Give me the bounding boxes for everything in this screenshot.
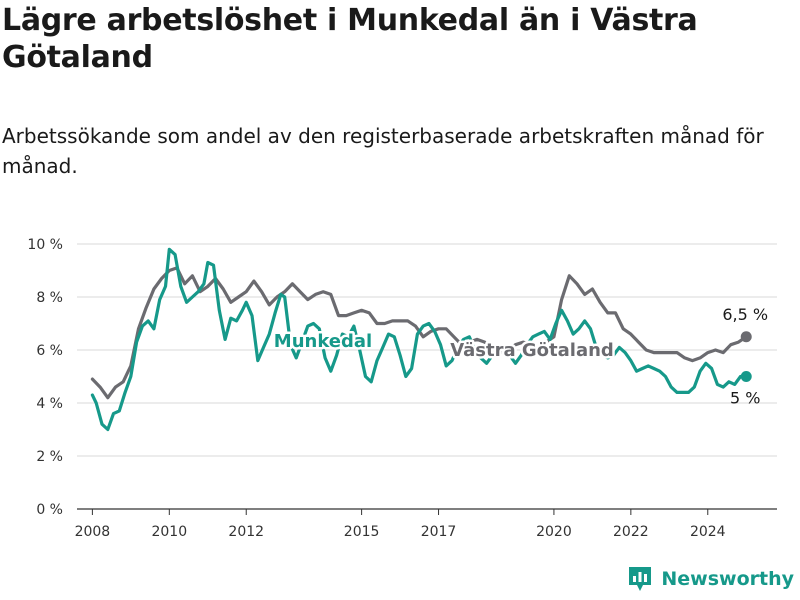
axis-layer: 0 % 2 % 4 % 6 % 8 % 10 % 2008 2010 2012 2015 2017 2…: [27, 237, 777, 540]
x-tick-label: 2022: [613, 524, 649, 540]
brand-name: Newsworthy: [661, 568, 794, 590]
series-end-marker-västra-götaland: [741, 331, 752, 342]
y-tick-label: 4 %: [36, 396, 63, 412]
x-tick-label: 2015: [344, 524, 380, 540]
series-label-munkedal: Munkedal: [274, 331, 372, 352]
x-tick-label: 2008: [75, 524, 111, 540]
y-tick-label: 8 %: [36, 290, 63, 306]
x-tick-label: 2020: [536, 524, 572, 540]
x-tick-label: 2017: [421, 524, 457, 540]
y-tick-label: 2 %: [36, 449, 63, 465]
x-tick-label: 2010: [151, 524, 187, 540]
series-label-vastra-gotaland: Västra Götaland: [450, 340, 614, 361]
y-tick-label: 10 %: [27, 237, 63, 253]
series-layer: [92, 249, 751, 429]
y-tick-label: 6 %: [36, 343, 63, 359]
series-end-marker-munkedal: [741, 371, 752, 382]
line-chart: 0 % 2 % 4 % 6 % 8 % 10 % 2008 2010 2012 2015 2017 2…: [0, 0, 800, 600]
end-value-label-vastra-gotaland: 6,5 %: [722, 305, 768, 324]
y-tick-label: 0 %: [36, 502, 63, 518]
x-tick-label: 2012: [228, 524, 264, 540]
newsworthy-icon: [627, 565, 653, 593]
newsworthy-logo: Newsworthy: [627, 564, 794, 594]
end-value-label-munkedal: 5 %: [730, 389, 760, 408]
x-tick-label: 2024: [690, 524, 726, 540]
